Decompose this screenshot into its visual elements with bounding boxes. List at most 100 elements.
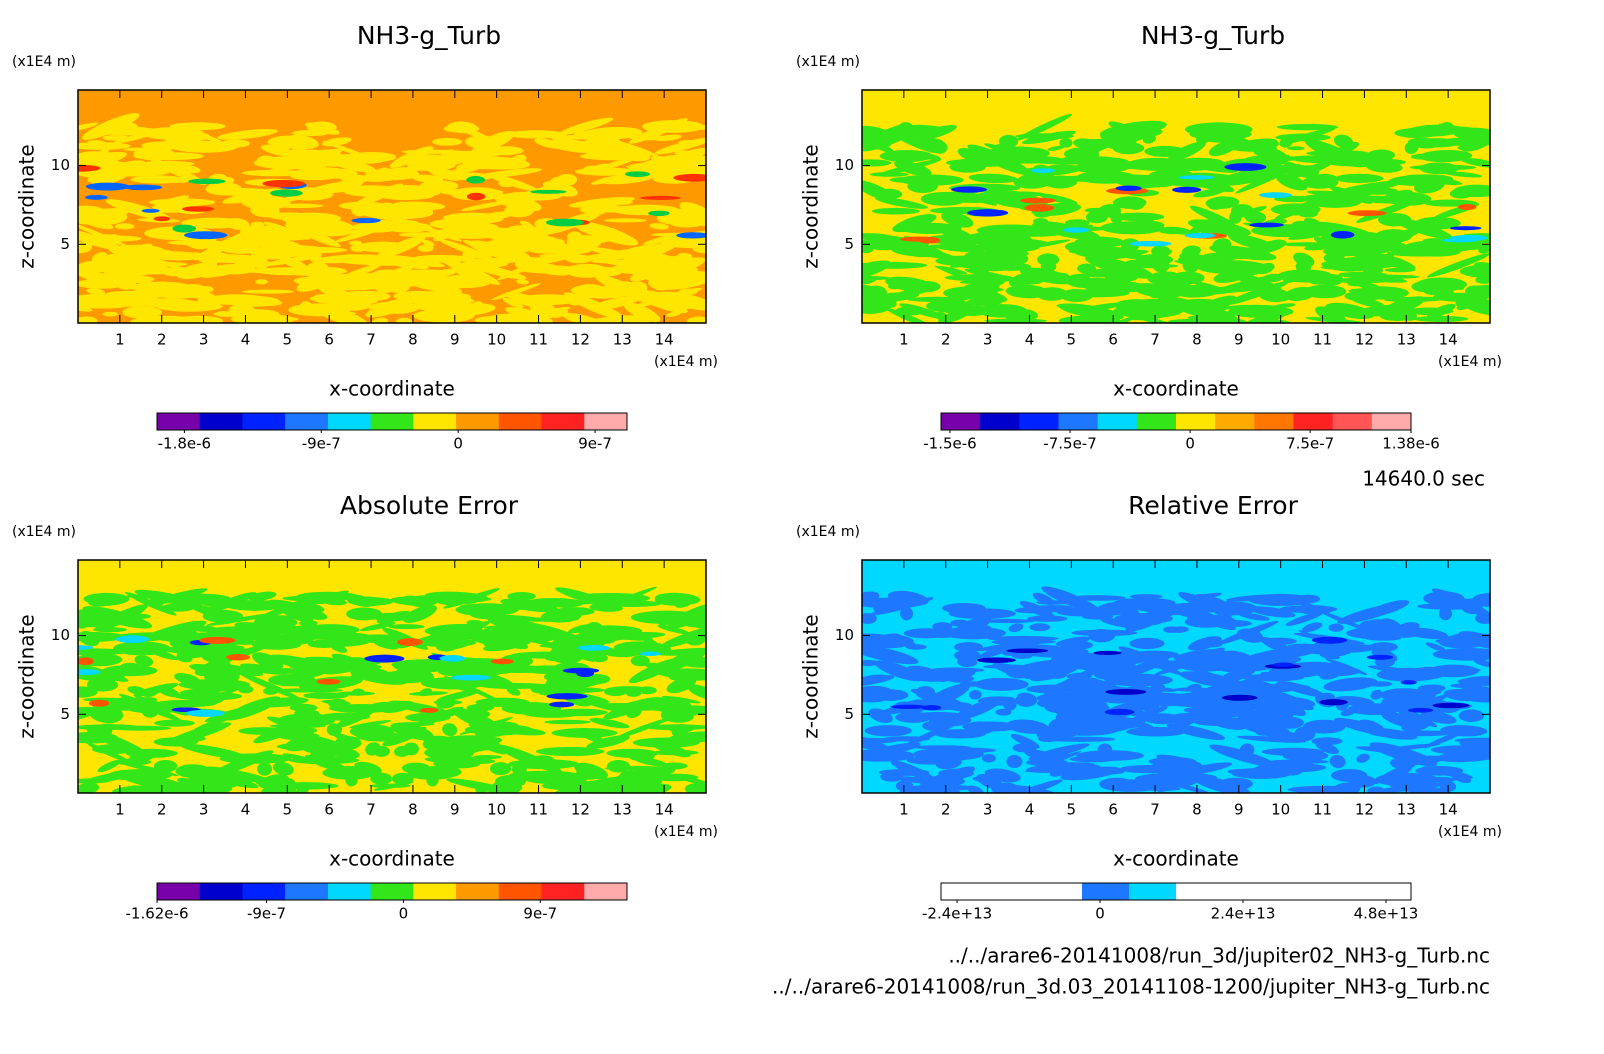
field-blob (545, 218, 585, 227)
field-blob (174, 315, 223, 323)
field-blob (1020, 197, 1057, 204)
x-tick-label: 8 (1192, 331, 1202, 349)
field-blob (141, 705, 159, 718)
field-blob (228, 303, 255, 318)
colorbar-segment (1215, 413, 1255, 430)
colorbar-segment (1129, 883, 1177, 900)
colorbar-segment (456, 883, 500, 900)
field-blob (88, 594, 130, 606)
field-blob (1449, 226, 1482, 231)
field-blob (1466, 676, 1490, 683)
field-blob (1334, 173, 1384, 184)
field-blob (1093, 650, 1122, 655)
x-tick-label: 8 (1192, 801, 1202, 819)
field-blob (345, 607, 383, 621)
field-blob (1285, 611, 1324, 626)
field-blob (968, 173, 1018, 184)
field-blob (574, 284, 607, 299)
field-blob (1303, 719, 1346, 734)
field-blob (1193, 188, 1225, 198)
x-tick-label: 1 (115, 331, 125, 349)
field-blob (684, 783, 706, 793)
field-blob (456, 125, 491, 141)
field-blob (110, 708, 124, 722)
field-blob (1399, 622, 1420, 631)
field-blob (1380, 701, 1400, 712)
field-blob (1251, 762, 1296, 773)
field-blob (1384, 730, 1454, 737)
field-blob (1284, 286, 1316, 302)
field-blob (1238, 612, 1270, 621)
field-blob (1301, 176, 1339, 189)
colorbar-tick-label: -9e-7 (302, 435, 341, 453)
field-blob (584, 315, 654, 323)
field-blob (369, 783, 411, 788)
field-blob (880, 772, 904, 782)
field-blob (598, 638, 615, 644)
field-blob (411, 222, 463, 242)
colorbar-tick-label: 0 (399, 905, 409, 923)
colorbar-segment (941, 413, 981, 430)
field-blob (1172, 186, 1202, 193)
field-blob (671, 705, 706, 717)
colorbar-segment (541, 413, 585, 430)
field-blob (1273, 194, 1331, 221)
field-blob (1315, 306, 1347, 323)
field-blob (1212, 238, 1232, 252)
field-blob (102, 135, 129, 141)
field-blob (248, 591, 277, 601)
field-blob (962, 721, 1019, 732)
field-blob (110, 725, 172, 731)
x-unit-label: (x1E4 m) (1438, 824, 1502, 840)
field-blob (549, 701, 575, 708)
x-tick-label: 6 (1108, 331, 1118, 349)
field-blob (1347, 210, 1387, 217)
field-blob (141, 208, 160, 213)
field-blob (1170, 285, 1219, 298)
field-blob (1339, 272, 1408, 283)
field-blob (1224, 137, 1246, 152)
field-blob (97, 759, 122, 773)
field-blob (388, 700, 455, 717)
field-blob (1317, 274, 1344, 286)
field-blob (153, 216, 171, 222)
field-blob (903, 787, 954, 793)
field-blob (466, 192, 486, 201)
x-tick-label: 14 (655, 801, 674, 819)
field-blob (466, 620, 485, 627)
field-blob (1244, 211, 1267, 224)
field-blob (1296, 594, 1321, 604)
field-blob (149, 158, 207, 185)
field-blob (572, 220, 639, 246)
field-blob (1120, 238, 1140, 252)
field-blob (427, 166, 462, 181)
field-blob (463, 240, 509, 258)
field-blob (461, 710, 491, 722)
field-blob (1060, 288, 1093, 302)
field-blob (1422, 238, 1449, 244)
field-blob (934, 729, 986, 739)
field-blob (359, 622, 396, 632)
colorbar-segment (541, 883, 585, 900)
y-tick-label: 10 (51, 156, 70, 174)
plot-frame (861, 89, 1491, 324)
field-blob (673, 173, 706, 182)
field-blob (1458, 633, 1490, 639)
field-blob (1443, 171, 1483, 178)
field-blob (976, 657, 1016, 663)
field-blob (478, 658, 492, 670)
field-blob (419, 707, 439, 713)
field-blob (1047, 145, 1065, 151)
field-blob (263, 687, 279, 695)
y-tick-label: 5 (844, 705, 854, 723)
field-blob (419, 180, 459, 192)
field-blob (639, 651, 661, 657)
field-blob (256, 267, 319, 276)
chart-title: Relative Error (1128, 491, 1298, 520)
field-blob (964, 250, 1018, 259)
colorbar-segment (498, 413, 543, 430)
field-blob (1008, 623, 1024, 633)
colorbar-segment (199, 883, 243, 900)
field-blob (666, 311, 682, 317)
field-blob (530, 189, 567, 194)
